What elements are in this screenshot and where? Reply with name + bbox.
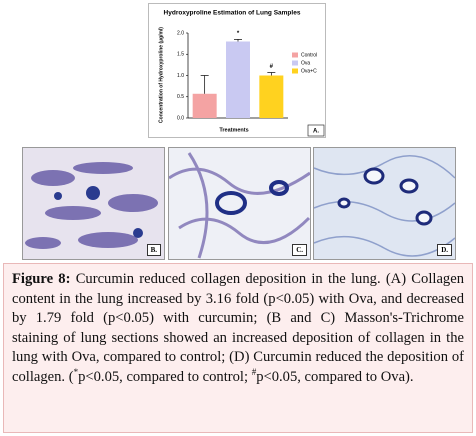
- panel-label: D.: [437, 244, 452, 256]
- bar: [226, 41, 250, 118]
- legend-label: Ova: [301, 60, 310, 66]
- bar-annotation: *: [237, 31, 240, 37]
- micrograph-image: [168, 148, 311, 259]
- chart: Hydroxyproline Estimation of Lung Sample…: [148, 3, 326, 138]
- x-axis-label: Treatments: [219, 127, 248, 133]
- caption: Figure 8: Curcumin reduced collagen depo…: [3, 263, 473, 433]
- caption-label: Figure 8:: [12, 271, 71, 287]
- micrograph: D.: [313, 147, 456, 260]
- bar: [259, 75, 284, 118]
- micrograph-image: [313, 148, 456, 259]
- panel-label: B.: [146, 244, 161, 256]
- legend-swatch: [292, 60, 298, 66]
- y-tick-label: 1.5: [177, 52, 184, 58]
- caption-text: p<0.05, compared to control;: [78, 368, 252, 385]
- panel-label: C.: [292, 244, 307, 256]
- legend-label: Control: [301, 52, 317, 58]
- micrograph: B.: [22, 147, 165, 260]
- caption-sup: *: [73, 367, 79, 378]
- micrograph: C.: [168, 147, 311, 260]
- y-axis-label: Concentration of Hydroxyproline (µg/ml): [158, 27, 164, 123]
- caption-sup: #: [251, 367, 257, 378]
- panel-label: A.: [313, 129, 319, 135]
- micrograph-image: [23, 148, 164, 259]
- y-tick-label: 0.5: [177, 94, 184, 100]
- legend-label: Ova+C: [301, 68, 317, 74]
- legend-swatch: [292, 68, 298, 74]
- bar: [192, 93, 217, 118]
- chart-title: Hydroxyproline Estimation of Lung Sample…: [164, 10, 301, 17]
- caption-text: p<0.05, compared to Ova).: [256, 368, 414, 385]
- y-tick-label: 1.0: [177, 73, 184, 79]
- legend-swatch: [292, 52, 298, 58]
- y-tick-label: 2.0: [177, 30, 184, 36]
- panel-label-box: [307, 124, 325, 137]
- bar-annotation: #: [270, 64, 274, 70]
- y-tick-label: 0.0: [177, 115, 184, 121]
- caption-text: Curcumin reduced collagen deposition in …: [12, 271, 464, 385]
